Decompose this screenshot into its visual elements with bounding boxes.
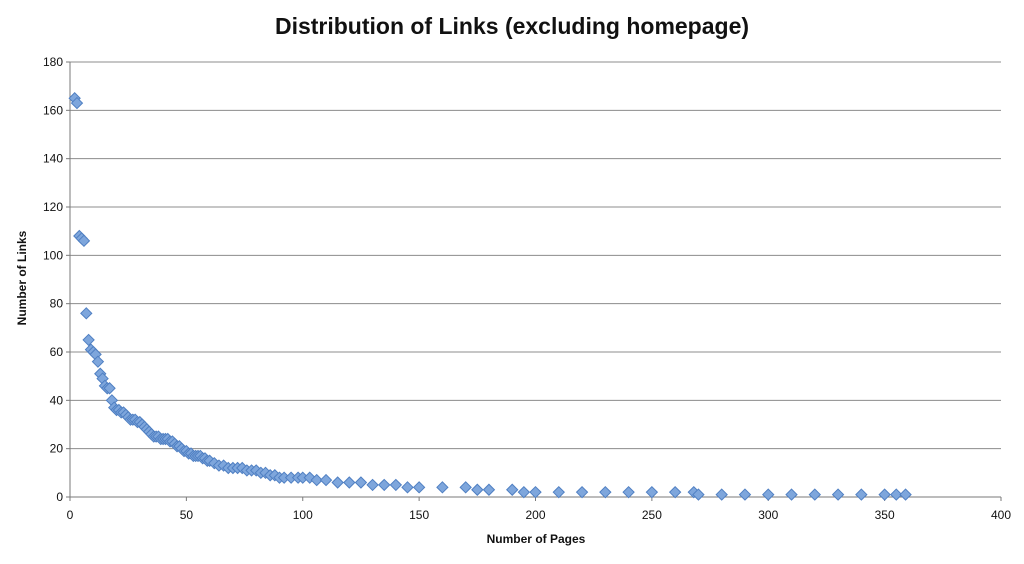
data-point — [890, 488, 903, 501]
x-axis-label: Number of Pages — [487, 532, 586, 546]
y-tick-label: 140 — [43, 152, 63, 166]
data-point — [482, 483, 496, 496]
y-tick-label: 20 — [50, 442, 64, 456]
x-tick-label: 300 — [758, 508, 778, 522]
gridlines — [70, 61, 1001, 450]
data-point — [459, 481, 472, 494]
data-point — [738, 488, 752, 501]
x-tick-label: 150 — [409, 508, 429, 522]
y-tick-label: 160 — [43, 103, 63, 117]
data-point — [77, 234, 91, 248]
x-tick-label: 0 — [67, 508, 74, 522]
y-axis-label: Number of Links — [15, 230, 29, 325]
data-point — [808, 488, 822, 501]
data-point — [529, 485, 542, 499]
y-tick-label: 120 — [43, 200, 63, 214]
data-point — [343, 476, 356, 489]
data-point — [762, 488, 775, 501]
data-points — [68, 92, 912, 501]
x-tick-label: 400 — [991, 508, 1011, 522]
data-point — [319, 473, 333, 487]
data-point — [517, 485, 531, 499]
data-point — [70, 96, 84, 110]
axes — [66, 61, 1002, 501]
data-point — [599, 485, 612, 499]
y-tick-label: 0 — [56, 490, 63, 504]
data-point — [855, 488, 868, 501]
x-tick-label: 250 — [642, 508, 662, 522]
data-point — [331, 476, 344, 489]
data-point — [303, 471, 316, 484]
x-tick-label: 200 — [525, 508, 545, 522]
data-point — [82, 333, 95, 347]
y-tick-label: 180 — [43, 55, 63, 69]
x-tick-label: 50 — [180, 508, 194, 522]
x-tick-label: 100 — [293, 508, 313, 522]
data-point — [378, 478, 391, 492]
data-point — [645, 485, 659, 499]
data-point — [412, 481, 426, 494]
data-point — [552, 485, 565, 499]
data-point — [471, 483, 484, 496]
tick-labels: 0 20 40 60 80 100 120 140 160 180 0 50 100 150 200 250 3… — [43, 55, 1011, 522]
y-tick-label: 80 — [50, 297, 64, 311]
data-point — [401, 481, 414, 494]
chart-title: Distribution of Links (excluding homepag… — [275, 13, 749, 39]
data-point — [622, 485, 635, 499]
y-tick-label: 40 — [50, 393, 64, 407]
data-point — [436, 481, 449, 494]
data-point — [575, 485, 589, 499]
data-point — [366, 478, 379, 492]
data-point — [310, 473, 323, 487]
data-point — [692, 488, 705, 501]
data-point — [715, 488, 728, 501]
data-point — [80, 307, 93, 320]
x-tick-label: 350 — [875, 508, 895, 522]
data-point — [899, 488, 912, 501]
data-point — [354, 476, 368, 489]
data-point — [831, 488, 845, 501]
y-tick-label: 60 — [50, 345, 64, 359]
y-tick-label: 100 — [43, 248, 63, 262]
data-point — [668, 485, 682, 499]
data-point — [878, 488, 891, 501]
data-point — [91, 355, 105, 368]
data-point — [506, 483, 519, 496]
data-point — [103, 382, 116, 395]
data-point — [389, 478, 403, 492]
data-point — [785, 488, 798, 501]
